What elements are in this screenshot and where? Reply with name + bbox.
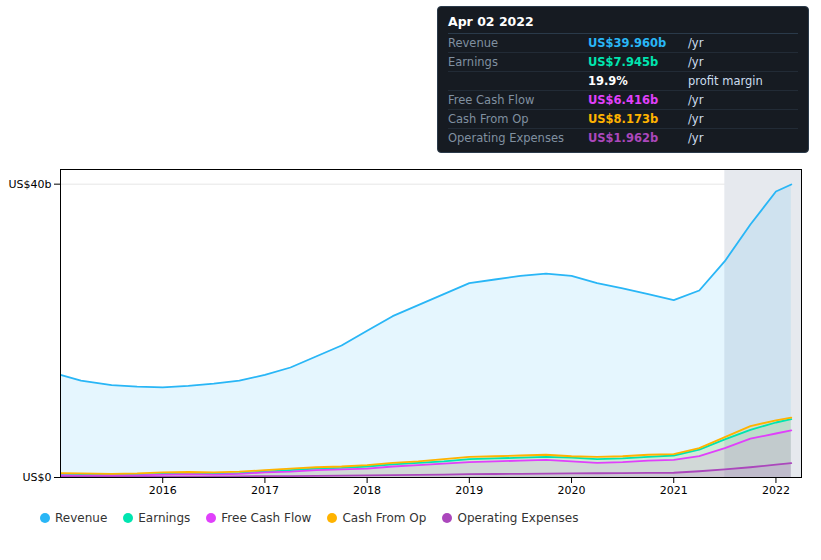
html-text:/yr: /yr xyxy=(688,55,704,69)
html-text:19.9%: 19.9% xyxy=(588,74,628,88)
svg-text:2016: 2016 xyxy=(149,484,177,497)
html-text:profit margin: profit margin xyxy=(688,74,763,88)
html-text:/yr: /yr xyxy=(688,131,704,145)
html-text:Cash From Op: Cash From Op xyxy=(448,112,529,126)
html-text:US$7.945b: US$7.945b xyxy=(588,55,659,69)
svg-text:2019: 2019 xyxy=(455,484,483,497)
html-text:/yr: /yr xyxy=(688,93,704,107)
html-text:Operating Expenses: Operating Expenses xyxy=(448,131,564,145)
html-text:/yr: /yr xyxy=(688,112,704,126)
svg-text:US$40b: US$40b xyxy=(8,178,51,191)
html-text:Free Cash Flow: Free Cash Flow xyxy=(448,93,535,107)
svg-text:2020: 2020 xyxy=(558,484,586,497)
html-text:Free Cash Flow: Free Cash Flow xyxy=(221,511,312,525)
svg-text:2022: 2022 xyxy=(762,484,790,497)
html-text:Revenue: Revenue xyxy=(448,36,499,50)
html-text:/yr: /yr xyxy=(688,36,704,50)
svg-text:US$0: US$0 xyxy=(22,471,51,484)
html-text:US$8.173b: US$8.173b xyxy=(588,112,659,126)
html-text:US$1.962b: US$1.962b xyxy=(588,131,659,145)
svg-text:2018: 2018 xyxy=(353,484,381,497)
html-text:Revenue: Revenue xyxy=(55,511,108,525)
html-text:Apr 02 2022: Apr 02 2022 xyxy=(448,14,534,29)
html-text:US$39.960b: US$39.960b xyxy=(588,36,667,50)
html-text:Earnings: Earnings xyxy=(448,55,498,69)
svg-text:2021: 2021 xyxy=(660,484,688,497)
svg-text:2017: 2017 xyxy=(251,484,279,497)
html-text:Operating Expenses: Operating Expenses xyxy=(457,511,579,525)
html-text:Earnings: Earnings xyxy=(138,511,191,525)
html-text:US$6.416b: US$6.416b xyxy=(588,93,659,107)
html-text:Cash From Op: Cash From Op xyxy=(342,511,427,525)
